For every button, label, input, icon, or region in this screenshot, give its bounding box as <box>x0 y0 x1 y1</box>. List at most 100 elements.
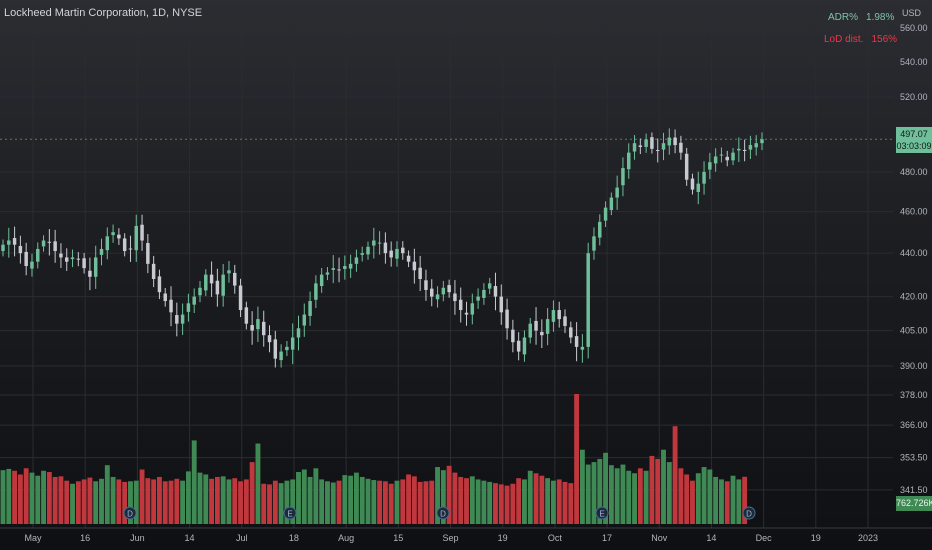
candle-body <box>487 283 492 289</box>
volume-bar <box>0 470 6 524</box>
price-tick-label: 520.00 <box>900 92 928 102</box>
candle-body <box>458 299 463 311</box>
volume-bar <box>278 483 284 524</box>
candle-body <box>36 248 40 262</box>
volume-bar <box>516 478 522 524</box>
price-tick-label: 540.00 <box>900 57 928 67</box>
volume-bar <box>249 462 255 524</box>
volume-bar <box>730 475 736 524</box>
candle-body <box>175 315 179 324</box>
volume-bar <box>203 474 209 524</box>
volume-bar <box>724 481 730 524</box>
volume-bar <box>400 479 406 524</box>
volume-bar <box>539 475 545 524</box>
candle-body <box>742 149 747 151</box>
volume-bar <box>52 476 58 524</box>
volume-bar <box>440 470 446 524</box>
volume-bar <box>626 470 632 524</box>
candle-body <box>702 171 706 184</box>
volume-bar <box>527 470 533 524</box>
volume-bar <box>429 480 435 524</box>
volume-bar <box>23 468 29 524</box>
candle-body <box>389 250 393 258</box>
price-tick-label: 378.00 <box>900 390 928 400</box>
dividend-marker-icon <box>436 506 450 520</box>
time-axis[interactable]: May 16 Jun 14 Jul 18 Aug 15 Sep 19 Oct 17 Nov 14 Dec 19… <box>0 527 932 543</box>
price-tick-label: 560.00 <box>900 23 928 33</box>
candle-body <box>424 280 428 290</box>
candle-body <box>140 224 144 241</box>
candle-body <box>650 137 654 149</box>
candle-body <box>574 336 579 347</box>
candle-body <box>569 327 573 338</box>
volume-bar <box>406 474 412 524</box>
volume-bar <box>151 479 157 524</box>
volume-bar <box>690 480 695 524</box>
volume-bar <box>348 475 354 524</box>
volume-bar <box>417 481 423 524</box>
candle-body <box>719 154 724 156</box>
candle-body <box>105 236 110 251</box>
volume-bar <box>550 480 556 524</box>
volume-bar <box>643 470 649 524</box>
candle-body <box>273 339 278 359</box>
time-tick-label: Aug <box>338 533 354 543</box>
candle-body <box>7 240 11 245</box>
volume-bar <box>377 480 383 524</box>
volume-bar <box>17 474 23 524</box>
candle-body <box>221 274 225 296</box>
price-axis[interactable]: 560.00 540.00 520.00 480.00 460.00 440.00 420.… <box>900 23 928 495</box>
volume-bar <box>371 480 377 524</box>
time-tick-label: Dec <box>756 533 773 543</box>
volume-bar <box>672 426 678 524</box>
candle-body <box>279 351 283 361</box>
volume-bar <box>597 459 603 524</box>
time-tick-label: 2023 <box>858 533 878 543</box>
volume-bar <box>498 484 504 524</box>
volume-bar <box>608 465 614 524</box>
volume-bar <box>562 481 568 524</box>
volume-bar <box>464 478 469 524</box>
time-tick-label: 17 <box>602 533 612 543</box>
volume-bar <box>591 462 597 524</box>
candle-body <box>615 187 619 198</box>
candle-body <box>354 257 359 264</box>
volume-bar <box>75 481 81 524</box>
volume-bar <box>104 465 110 524</box>
volume-bar <box>382 481 388 524</box>
volume-bar <box>452 472 458 524</box>
price-tick-label: 341.50 <box>900 485 928 495</box>
volume-bar <box>191 440 197 524</box>
candle-body <box>314 283 318 300</box>
candle-body <box>250 325 254 331</box>
candle-body <box>186 303 191 312</box>
price-tick-label: 440.00 <box>900 248 928 258</box>
volume-bar <box>255 443 261 524</box>
candle-body <box>117 234 121 239</box>
volume-bar <box>81 479 87 524</box>
candle-body <box>725 156 729 161</box>
volume-bar <box>684 474 690 524</box>
candle-body <box>285 346 289 351</box>
volume-bar <box>116 479 122 524</box>
volume-bar <box>70 483 75 524</box>
volume-bars <box>0 394 748 524</box>
candle-body <box>464 312 469 315</box>
volume-bar <box>394 480 400 524</box>
candlesticks <box>1 128 764 368</box>
candle-body <box>679 142 683 153</box>
volume-bar <box>93 481 99 524</box>
candle-body <box>476 296 480 301</box>
candle-body <box>580 346 585 350</box>
candle-body <box>348 263 353 269</box>
volume-bar <box>637 468 643 524</box>
candle-body <box>731 152 735 161</box>
candle-body <box>557 310 561 320</box>
volume-bar <box>122 481 128 524</box>
candle-body <box>180 314 185 324</box>
candle-body <box>661 143 666 150</box>
time-tick-label: May <box>24 533 42 543</box>
volume-bar <box>695 473 701 524</box>
